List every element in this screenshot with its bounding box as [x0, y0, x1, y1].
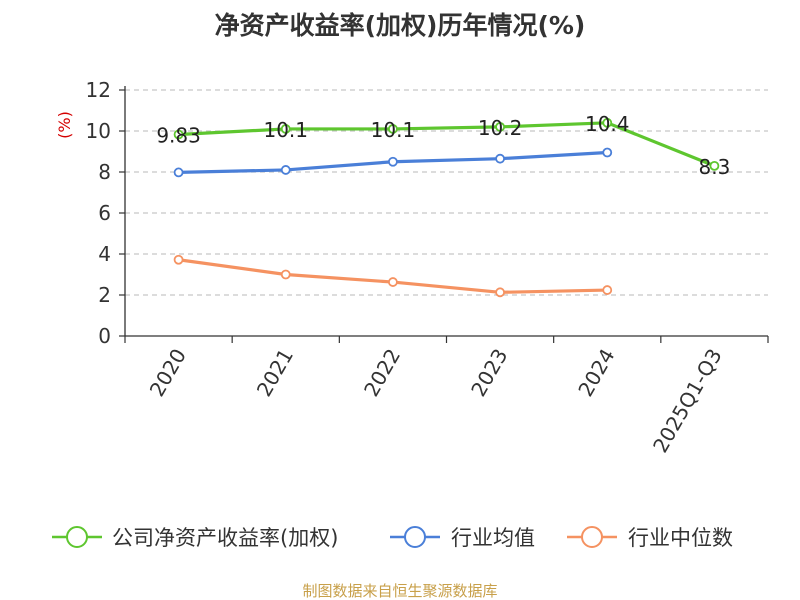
- data-point: [495, 287, 505, 298]
- data-point: [280, 165, 291, 175]
- data-point: [388, 124, 398, 134]
- data-point: [280, 269, 291, 280]
- y-tick-label: 2: [98, 283, 111, 307]
- data-point: [173, 254, 184, 265]
- data-point: [602, 117, 613, 128]
- data-label: 10.4: [585, 112, 630, 136]
- data-labels: 9.83 10.1 10.1 10.2 10.4 8.3: [156, 112, 730, 179]
- y-tick-label: 4: [98, 242, 111, 266]
- legend-item-0: 公司净资产收益率(加权): [52, 526, 338, 550]
- data-point: [388, 156, 398, 167]
- data-label: 8.3: [699, 155, 731, 179]
- y-axis-label: (%): [55, 111, 74, 139]
- legend-marker: [66, 526, 88, 548]
- chart-title: 净资产收益率(加权)历年情况(%): [215, 11, 586, 40]
- series-1: [173, 147, 613, 178]
- data-label: 10.1: [371, 118, 416, 142]
- legend: 公司净资产收益率(加权) 行业均值 行业中位数: [52, 526, 733, 550]
- x-tick-label: 2020: [145, 345, 191, 401]
- data-point: [709, 160, 720, 171]
- data-point: [280, 124, 291, 134]
- series-2: [173, 254, 613, 298]
- series-layer: [173, 117, 720, 298]
- x-tick-label: 2023: [466, 345, 512, 401]
- series-line: [178, 121, 716, 168]
- legend-label: 行业中位数: [628, 526, 733, 550]
- data-label: 10.1: [263, 118, 308, 142]
- x-tick-label: 2021: [252, 345, 298, 401]
- data-point: [495, 122, 505, 132]
- y-tick-label: 12: [86, 78, 111, 102]
- x-tick-label: 2025Q1-Q3: [648, 345, 727, 457]
- y-tick-label: 8: [98, 160, 111, 184]
- series-line: [178, 258, 608, 294]
- data-point: [495, 153, 505, 164]
- data-point: [602, 285, 613, 295]
- x-tick-label: 2022: [359, 345, 405, 401]
- legend-marker: [581, 526, 603, 548]
- data-point: [173, 167, 184, 178]
- data-label: 9.83: [156, 123, 201, 147]
- y-tick-label: 10: [86, 119, 111, 143]
- data-label: 10.2: [478, 116, 523, 140]
- legend-label: 公司净资产收益率(加权): [112, 526, 338, 550]
- footer-source-note: 制图数据来自恒生聚源数据库: [302, 582, 497, 600]
- y-tick-label: 6: [98, 201, 111, 225]
- legend-item-2: 行业中位数: [567, 526, 733, 550]
- x-tick-label: 2024: [573, 345, 619, 401]
- series-0: [173, 117, 720, 171]
- grid-lines: [125, 89, 768, 296]
- data-point: [173, 129, 184, 140]
- data-point: [602, 147, 613, 158]
- legend-item-1: 行业均值: [390, 526, 535, 550]
- data-point: [388, 277, 398, 287]
- legend-label: 行业均值: [451, 526, 535, 550]
- y-tick-label: 0: [98, 324, 111, 348]
- legend-marker: [404, 526, 426, 548]
